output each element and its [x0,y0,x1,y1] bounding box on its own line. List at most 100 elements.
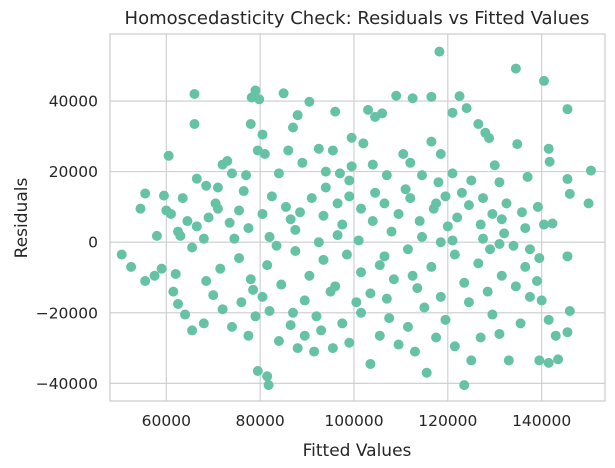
data-point [562,174,573,185]
data-point [168,286,179,297]
data-point [245,118,256,129]
data-point [463,297,474,308]
data-point [365,288,376,299]
data-point [515,318,526,329]
data-point [217,159,228,170]
data-point [273,336,284,347]
data-point [543,314,554,325]
data-point [304,96,315,107]
data-point [473,118,484,129]
data-point [417,170,428,181]
data-point [163,150,174,161]
data-point [325,286,336,297]
x-tick-label: 100000 [324,412,383,430]
data-point [367,216,378,227]
data-point [180,309,191,320]
data-point [198,318,209,329]
data-point [426,261,437,272]
data-point [175,230,186,241]
data-point [259,148,270,159]
data-point [344,337,355,348]
data-point [116,249,127,260]
data-point [494,328,505,339]
data-point [435,148,446,159]
data-point [280,201,291,212]
data-point [478,233,489,244]
data-point [536,295,547,306]
data-point [456,187,467,198]
data-point [290,224,301,235]
data-point [562,251,573,262]
data-point [431,198,442,209]
data-point [381,293,392,304]
data-point [311,311,322,322]
data-point [285,214,296,225]
data-point [550,330,561,341]
data-point [417,231,428,242]
data-point [365,358,376,369]
data-point [356,203,367,214]
data-point [332,198,343,209]
data-point [449,341,460,352]
data-point [407,270,418,281]
data-point [243,330,254,341]
data-point [585,165,596,176]
x-tick-label: 80000 [235,412,284,430]
data-point [478,193,489,204]
data-point [337,219,348,230]
data-point [290,246,301,257]
data-point [229,233,240,244]
data-point [426,136,437,147]
y-tick-label: 20000 [49,163,98,181]
y-tick-labels: −40000 −20000 0 20000 40000 [36,93,98,393]
data-point [161,205,172,216]
data-point [475,332,486,343]
data-point [543,143,554,154]
data-point [421,367,432,378]
data-point [447,107,458,118]
data-point [512,139,523,150]
data-point [489,160,500,171]
x-tick-label: 140000 [512,412,571,430]
data-point [356,267,367,278]
data-point [414,216,425,227]
data-point [198,233,209,244]
x-axis-label: Fitted Values [303,441,412,461]
data-point [435,291,446,302]
data-point [126,261,137,272]
data-point [358,138,369,149]
data-point [177,193,188,204]
data-point [215,263,226,274]
data-point [236,297,247,308]
data-point [534,355,545,366]
data-point [257,208,268,219]
data-point [435,237,446,248]
data-point [564,306,575,317]
data-point [454,91,465,102]
data-point [524,291,535,302]
data-point [522,171,533,182]
data-point [191,221,202,232]
data-point [520,223,531,234]
data-point [447,168,458,179]
data-point [318,210,329,221]
data-point [327,343,338,354]
data-point [264,306,275,317]
data-point [402,321,413,332]
data-point [539,75,550,86]
data-point [313,237,324,248]
data-point [499,228,510,239]
data-point [320,166,331,177]
data-point [246,92,257,103]
data-point [473,258,484,269]
data-point [295,207,306,218]
data-point [203,212,214,223]
y-axis-label: Residuals [12,178,32,259]
data-point [516,207,527,218]
data-point [140,276,151,287]
data-point [287,122,298,133]
data-point [520,261,531,272]
data-point [309,346,320,357]
